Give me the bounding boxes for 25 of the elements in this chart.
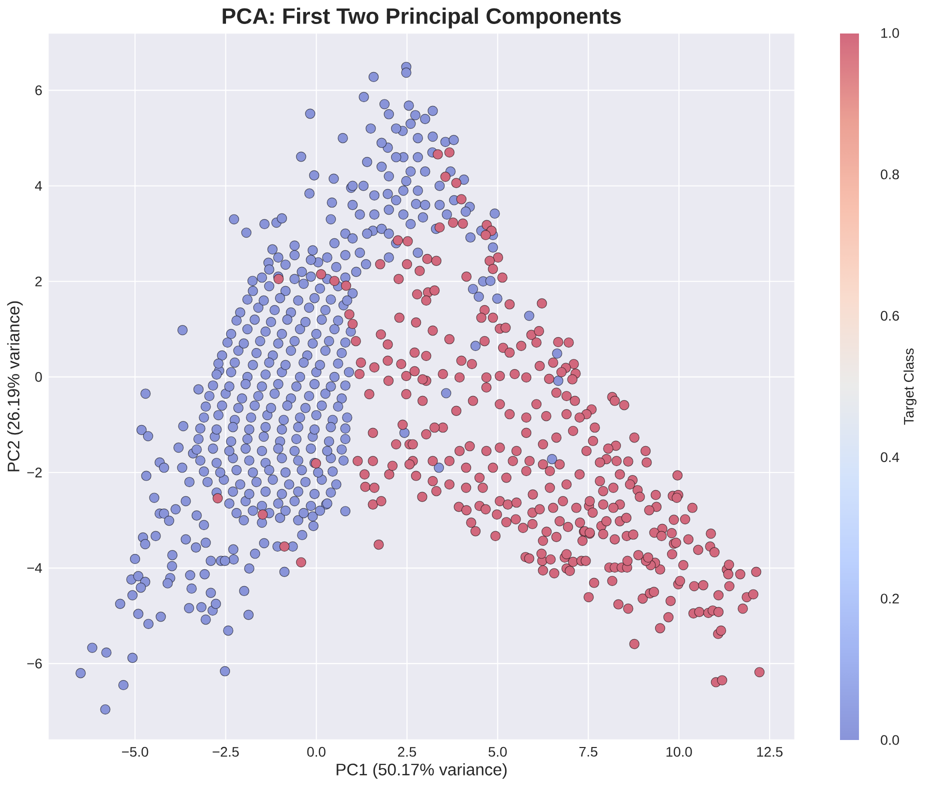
y-axis-title: PC2 (26.19% variance) [7, 301, 23, 472]
y-tick-label: 4 [35, 181, 42, 191]
color-bar-title: Target Class [904, 348, 916, 425]
y-tick-label: −4 [27, 563, 42, 573]
x-tick-label: 5.0 [488, 746, 507, 757]
y-tick-label: 0 [35, 372, 42, 382]
x-tick-label: 2.5 [398, 746, 416, 757]
y-tick-label: 2 [35, 276, 42, 286]
x-tick-label: −2.5 [212, 746, 239, 757]
y-tick-label: −6 [27, 658, 42, 668]
color-bar-label: 0.0 [880, 735, 900, 745]
x-tick-label: 12.5 [757, 746, 783, 757]
color-bar-label: 0.6 [880, 310, 899, 321]
y-tick-label: 6 [35, 85, 42, 96]
x-axis-title: PC1 (50.17% variance) [336, 763, 507, 779]
y-tick-label: −2 [27, 468, 42, 478]
x-tick-label: 7.5 [579, 746, 598, 757]
chart-title: PCA: First Two Principal Components [222, 8, 621, 28]
color-bar-label: 0.2 [880, 594, 899, 604]
x-tick-label: −5.0 [122, 746, 148, 757]
x-tick-label: 10.0 [666, 746, 692, 757]
x-tick-label: 0.0 [307, 746, 326, 757]
color-bar-label: 0.8 [880, 169, 899, 180]
color-bar-label: 0.4 [880, 452, 900, 462]
color-bar-label: 1.0 [881, 28, 900, 38]
